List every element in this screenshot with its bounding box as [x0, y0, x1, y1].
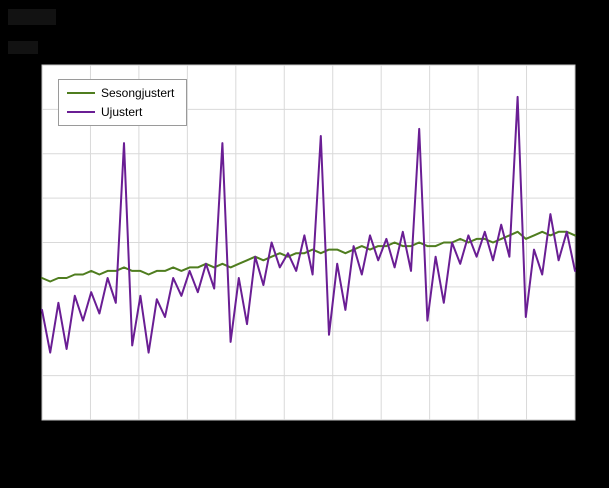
legend-item-sesongjustert: Sesongjustert	[67, 85, 174, 101]
series-line-ujustert	[41, 95, 576, 354]
chart-legend: Sesongjustert Ujustert	[58, 79, 188, 126]
legend-line-swatch-green	[67, 92, 95, 94]
header-placeholder-block	[8, 41, 38, 54]
legend-item-ujustert: Ujustert	[67, 104, 174, 120]
header-placeholder-block	[8, 9, 56, 25]
legend-label: Sesongjustert	[101, 86, 175, 100]
legend-label: Ujustert	[101, 105, 143, 119]
legend-line-swatch-purple	[67, 111, 95, 113]
